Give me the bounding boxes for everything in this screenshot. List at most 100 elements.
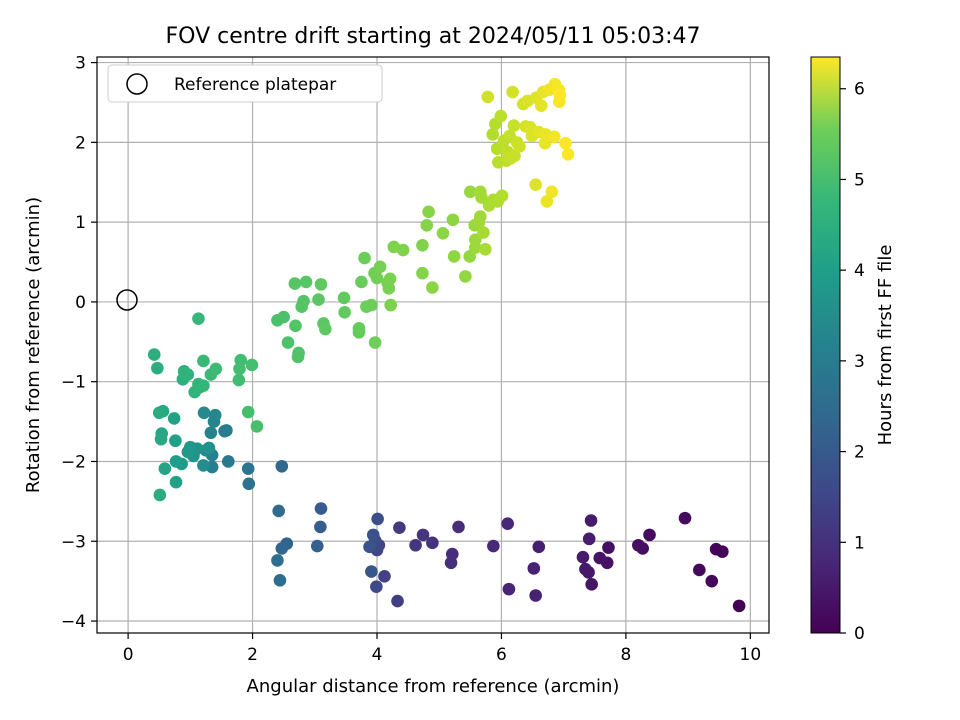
legend-open-circle-icon bbox=[126, 73, 148, 95]
data-point bbox=[202, 441, 216, 455]
data-point bbox=[553, 88, 567, 102]
data-point bbox=[272, 504, 285, 518]
data-point bbox=[358, 251, 371, 265]
data-point bbox=[250, 420, 264, 433]
data-point bbox=[291, 350, 305, 364]
data-point bbox=[181, 445, 195, 459]
data-points bbox=[147, 77, 746, 613]
colorbar-tick-label: 3 bbox=[854, 352, 865, 372]
data-point bbox=[426, 281, 439, 294]
data-point bbox=[383, 272, 397, 286]
y-tick-label: −1 bbox=[61, 373, 86, 393]
data-point bbox=[192, 312, 205, 325]
x-tick-label: 4 bbox=[372, 645, 383, 665]
plot-frame bbox=[96, 56, 770, 634]
data-point bbox=[370, 580, 383, 594]
data-point bbox=[436, 227, 450, 240]
data-point bbox=[422, 205, 435, 219]
data-point bbox=[218, 424, 231, 438]
data-point bbox=[452, 520, 465, 534]
data-point bbox=[506, 85, 519, 99]
data-point bbox=[502, 582, 516, 596]
data-point bbox=[314, 278, 328, 291]
data-point bbox=[319, 322, 332, 336]
chart-title: FOV centre drift starting at 2024/05/11 … bbox=[166, 24, 701, 49]
reference-platepar-marker bbox=[116, 289, 138, 311]
data-point bbox=[529, 589, 542, 602]
data-point bbox=[540, 195, 554, 208]
data-point bbox=[277, 310, 290, 324]
data-point bbox=[705, 574, 719, 588]
data-point bbox=[373, 260, 387, 274]
data-point bbox=[382, 282, 396, 295]
y-tick-label: 0 bbox=[75, 293, 86, 313]
data-point bbox=[338, 305, 351, 319]
data-point bbox=[352, 321, 366, 335]
data-point bbox=[177, 365, 191, 378]
data-point bbox=[693, 563, 706, 577]
data-point bbox=[281, 336, 295, 349]
data-point bbox=[494, 109, 508, 123]
data-point bbox=[154, 432, 168, 446]
data-point bbox=[169, 434, 182, 448]
y-tick-label: −3 bbox=[61, 532, 86, 552]
data-point bbox=[446, 213, 460, 227]
data-point bbox=[314, 502, 328, 515]
data-point bbox=[232, 373, 246, 387]
data-point bbox=[602, 541, 615, 554]
data-point bbox=[584, 514, 598, 527]
data-point bbox=[241, 405, 255, 419]
grid-lines bbox=[97, 57, 769, 633]
y-tick-label: 3 bbox=[75, 54, 86, 74]
y-axis-ticks: −4 −3 −2 −1 0 1 2 3 bbox=[61, 54, 97, 632]
data-point bbox=[529, 178, 542, 191]
data-point bbox=[444, 556, 458, 570]
data-point bbox=[508, 149, 521, 163]
data-point bbox=[561, 148, 575, 161]
data-point bbox=[582, 532, 596, 546]
x-tick-label: 10 bbox=[740, 645, 762, 665]
legend-label: Reference platepar bbox=[174, 75, 336, 95]
data-point bbox=[169, 475, 183, 489]
data-point bbox=[366, 528, 380, 542]
data-point bbox=[197, 406, 211, 420]
data-point bbox=[678, 511, 692, 525]
data-point bbox=[459, 270, 472, 283]
data-point bbox=[527, 562, 541, 575]
data-point bbox=[409, 538, 422, 552]
data-point bbox=[314, 520, 327, 534]
data-point bbox=[709, 542, 723, 556]
data-point bbox=[486, 128, 500, 141]
data-point bbox=[204, 426, 218, 440]
data-point bbox=[152, 406, 166, 420]
data-point bbox=[197, 379, 210, 392]
data-point bbox=[245, 358, 259, 372]
y-tick-label: −4 bbox=[61, 612, 86, 632]
data-point bbox=[469, 233, 482, 246]
x-tick-label: 8 bbox=[620, 645, 631, 665]
data-point bbox=[534, 99, 548, 112]
x-tick-label: 6 bbox=[496, 645, 507, 665]
data-point bbox=[420, 219, 434, 232]
y-axis-label: Rotation from reference (arcmin) bbox=[23, 197, 44, 493]
data-point bbox=[221, 455, 235, 468]
data-point bbox=[545, 185, 559, 199]
data-point bbox=[271, 554, 284, 567]
data-point bbox=[363, 540, 376, 554]
data-point bbox=[477, 226, 490, 239]
data-point bbox=[416, 266, 429, 280]
legend: Reference platepar bbox=[107, 64, 383, 103]
colorbar-gradient bbox=[810, 56, 841, 634]
data-point bbox=[473, 210, 487, 223]
x-tick-label: 2 bbox=[247, 645, 258, 665]
data-point bbox=[365, 298, 378, 312]
data-point bbox=[416, 528, 430, 542]
data-point bbox=[197, 459, 210, 472]
data-point bbox=[153, 488, 167, 502]
data-point bbox=[151, 361, 164, 375]
data-point bbox=[447, 250, 461, 263]
y-tick-label: −2 bbox=[61, 452, 86, 472]
data-point bbox=[289, 319, 302, 333]
data-point bbox=[475, 191, 488, 204]
colorbar-tick-label: 4 bbox=[854, 261, 865, 281]
